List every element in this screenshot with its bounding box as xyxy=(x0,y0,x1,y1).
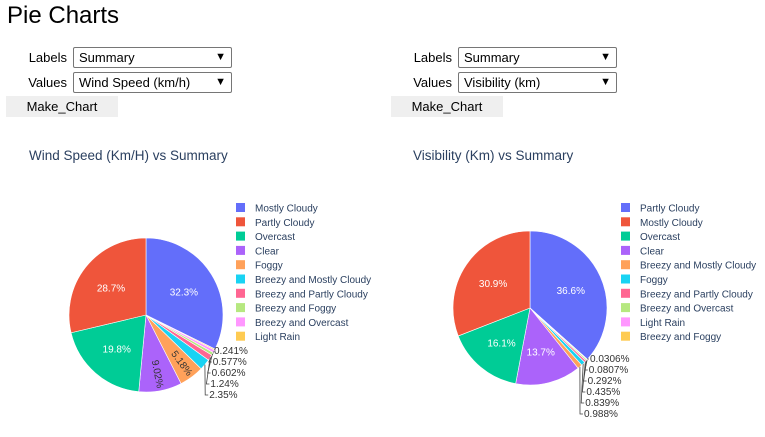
slice-label: 30.9% xyxy=(479,279,507,290)
legend-item-breezy-and-partly-cloudy[interactable]: Breezy and Partly Cloudy xyxy=(255,289,368,300)
legend-item-clear[interactable]: Clear xyxy=(255,246,280,257)
right-make-chart-button[interactable]: Make_Chart xyxy=(391,96,503,117)
slice-leader-line xyxy=(205,357,211,385)
legend-swatch xyxy=(236,317,245,327)
slice-label: 32.3% xyxy=(170,287,198,298)
chart-title: Wind Speed (Km/H) vs Summary xyxy=(29,148,228,163)
left-values-select[interactable]: Wind Speed (km/h) ▼ xyxy=(73,72,232,93)
slice-label: 0.839% xyxy=(585,398,619,409)
legend-item-clear[interactable]: Clear xyxy=(640,246,665,257)
pie-slice-overcast[interactable] xyxy=(70,314,147,392)
legend-item-mostly-cloudy[interactable]: Mostly Cloudy xyxy=(255,204,318,215)
legend-item-partly-cloudy[interactable]: Partly Cloudy xyxy=(255,218,314,229)
slice-leader-line xyxy=(204,364,209,396)
legend-swatch xyxy=(621,303,630,313)
chevron-down-icon: ▼ xyxy=(215,76,226,88)
legend-item-mostly-cloudy[interactable]: Mostly Cloudy xyxy=(640,218,703,229)
right-values-row: Values xyxy=(385,72,459,94)
legend-swatch xyxy=(236,231,245,241)
slice-label: 0.577% xyxy=(213,357,247,368)
slice-label: 16.1% xyxy=(487,338,515,349)
slice-label: 0.0306% xyxy=(590,354,630,365)
right-values-select-value: Visibility (km) xyxy=(464,75,541,90)
right-labels-select[interactable]: Summary ▼ xyxy=(458,47,617,68)
legend-item-foggy[interactable]: Foggy xyxy=(255,261,283,272)
right-labels-select-value: Summary xyxy=(464,50,520,65)
slice-label: 13.7% xyxy=(527,347,555,358)
legend-item-partly-cloudy[interactable]: Partly Cloudy xyxy=(640,204,699,215)
legend-item-breezy-and-mostly-cloudy[interactable]: Breezy and Mostly Cloudy xyxy=(255,275,371,286)
legend-swatch xyxy=(621,317,630,327)
legend-swatch xyxy=(236,217,245,227)
left-values-row: Values xyxy=(0,72,74,94)
slice-label: 28.7% xyxy=(97,283,125,294)
slice-label: 0.602% xyxy=(212,368,246,379)
pie-slice-clear[interactable] xyxy=(515,307,579,386)
left-values-select-value: Wind Speed (km/h) xyxy=(79,75,191,90)
slice-label: 0.435% xyxy=(586,387,620,398)
legend-swatch xyxy=(236,331,245,341)
pie-slice-mostly-cloudy[interactable] xyxy=(145,237,224,350)
visibility-pie-chart: Visibility (Km) vs Summary36.6%0.0306%0.… xyxy=(413,148,756,420)
right-values-select[interactable]: Visibility (km) ▼ xyxy=(458,72,617,93)
slice-leader-line xyxy=(580,363,585,404)
slice-label: 1.24% xyxy=(210,379,238,390)
legend-item-light-rain[interactable]: Light Rain xyxy=(640,318,685,329)
legend-swatch xyxy=(621,260,630,270)
legend-swatch xyxy=(236,288,245,298)
chevron-down-icon: ▼ xyxy=(600,51,611,63)
page-title: Pie Charts xyxy=(7,2,120,29)
legend-swatch xyxy=(236,260,245,270)
pie-slice-overcast[interactable] xyxy=(457,307,531,385)
slice-label: 2.35% xyxy=(209,390,237,401)
legend-swatch xyxy=(621,331,630,341)
chart-title: Visibility (Km) vs Summary xyxy=(413,148,574,163)
left-labels-select-value: Summary xyxy=(79,50,135,65)
slice-label: 19.8% xyxy=(103,345,131,356)
wind-speed-pie-chart: Wind Speed (Km/H) vs Summary32.3%0.241%0… xyxy=(29,148,371,401)
legend-swatch xyxy=(621,245,630,255)
legend-swatch xyxy=(621,231,630,241)
legend-item-overcast[interactable]: Overcast xyxy=(255,232,295,243)
legend-swatch xyxy=(621,217,630,227)
right-labels-row: Labels xyxy=(385,47,459,69)
left-labels-label: Labels xyxy=(28,50,67,65)
pie-slice-partly-cloudy[interactable] xyxy=(68,237,147,334)
left-labels-row: Labels xyxy=(0,47,74,69)
legend-item-breezy-and-overcast[interactable]: Breezy and Overcast xyxy=(640,304,734,315)
slice-label: 0.241% xyxy=(214,346,248,357)
slice-label: 0.988% xyxy=(584,409,618,420)
legend-swatch xyxy=(621,203,630,212)
legend-item-breezy-and-mostly-cloudy[interactable]: Breezy and Mostly Cloudy xyxy=(640,261,756,272)
pie-slice-mostly-cloudy[interactable] xyxy=(452,230,531,337)
right-labels-label: Labels xyxy=(413,50,452,65)
slice-label: 36.6% xyxy=(557,286,585,297)
legend-item-foggy[interactable]: Foggy xyxy=(640,275,668,286)
legend-item-light-rain[interactable]: Light Rain xyxy=(255,332,300,343)
legend-item-breezy-and-partly-cloudy[interactable]: Breezy and Partly Cloudy xyxy=(640,289,753,300)
right-values-label: Values xyxy=(413,75,452,90)
slice-label: 9.02% xyxy=(149,359,165,389)
slice-leader-line xyxy=(579,366,583,415)
slice-leader-line xyxy=(581,361,586,393)
legend-item-breezy-and-foggy[interactable]: Breezy and Foggy xyxy=(255,304,336,315)
slice-label: 0.292% xyxy=(588,376,622,387)
legend-item-overcast[interactable]: Overcast xyxy=(640,232,680,243)
chevron-down-icon: ▼ xyxy=(600,76,611,88)
left-values-label: Values xyxy=(28,75,67,90)
legend-item-breezy-and-overcast[interactable]: Breezy and Overcast xyxy=(255,318,349,329)
slice-label: 0.0807% xyxy=(589,365,629,376)
legend-swatch xyxy=(621,288,630,298)
legend-item-breezy-and-foggy[interactable]: Breezy and Foggy xyxy=(640,332,721,343)
pie-slice-partly-cloudy[interactable] xyxy=(529,230,608,360)
legend-swatch xyxy=(236,245,245,255)
legend-swatch xyxy=(236,303,245,313)
left-labels-select[interactable]: Summary ▼ xyxy=(73,47,232,68)
legend-swatch xyxy=(621,274,630,284)
legend-swatch xyxy=(236,203,245,212)
left-make-chart-button[interactable]: Make_Chart xyxy=(6,96,118,117)
legend-swatch xyxy=(236,274,245,284)
chevron-down-icon: ▼ xyxy=(215,51,226,63)
